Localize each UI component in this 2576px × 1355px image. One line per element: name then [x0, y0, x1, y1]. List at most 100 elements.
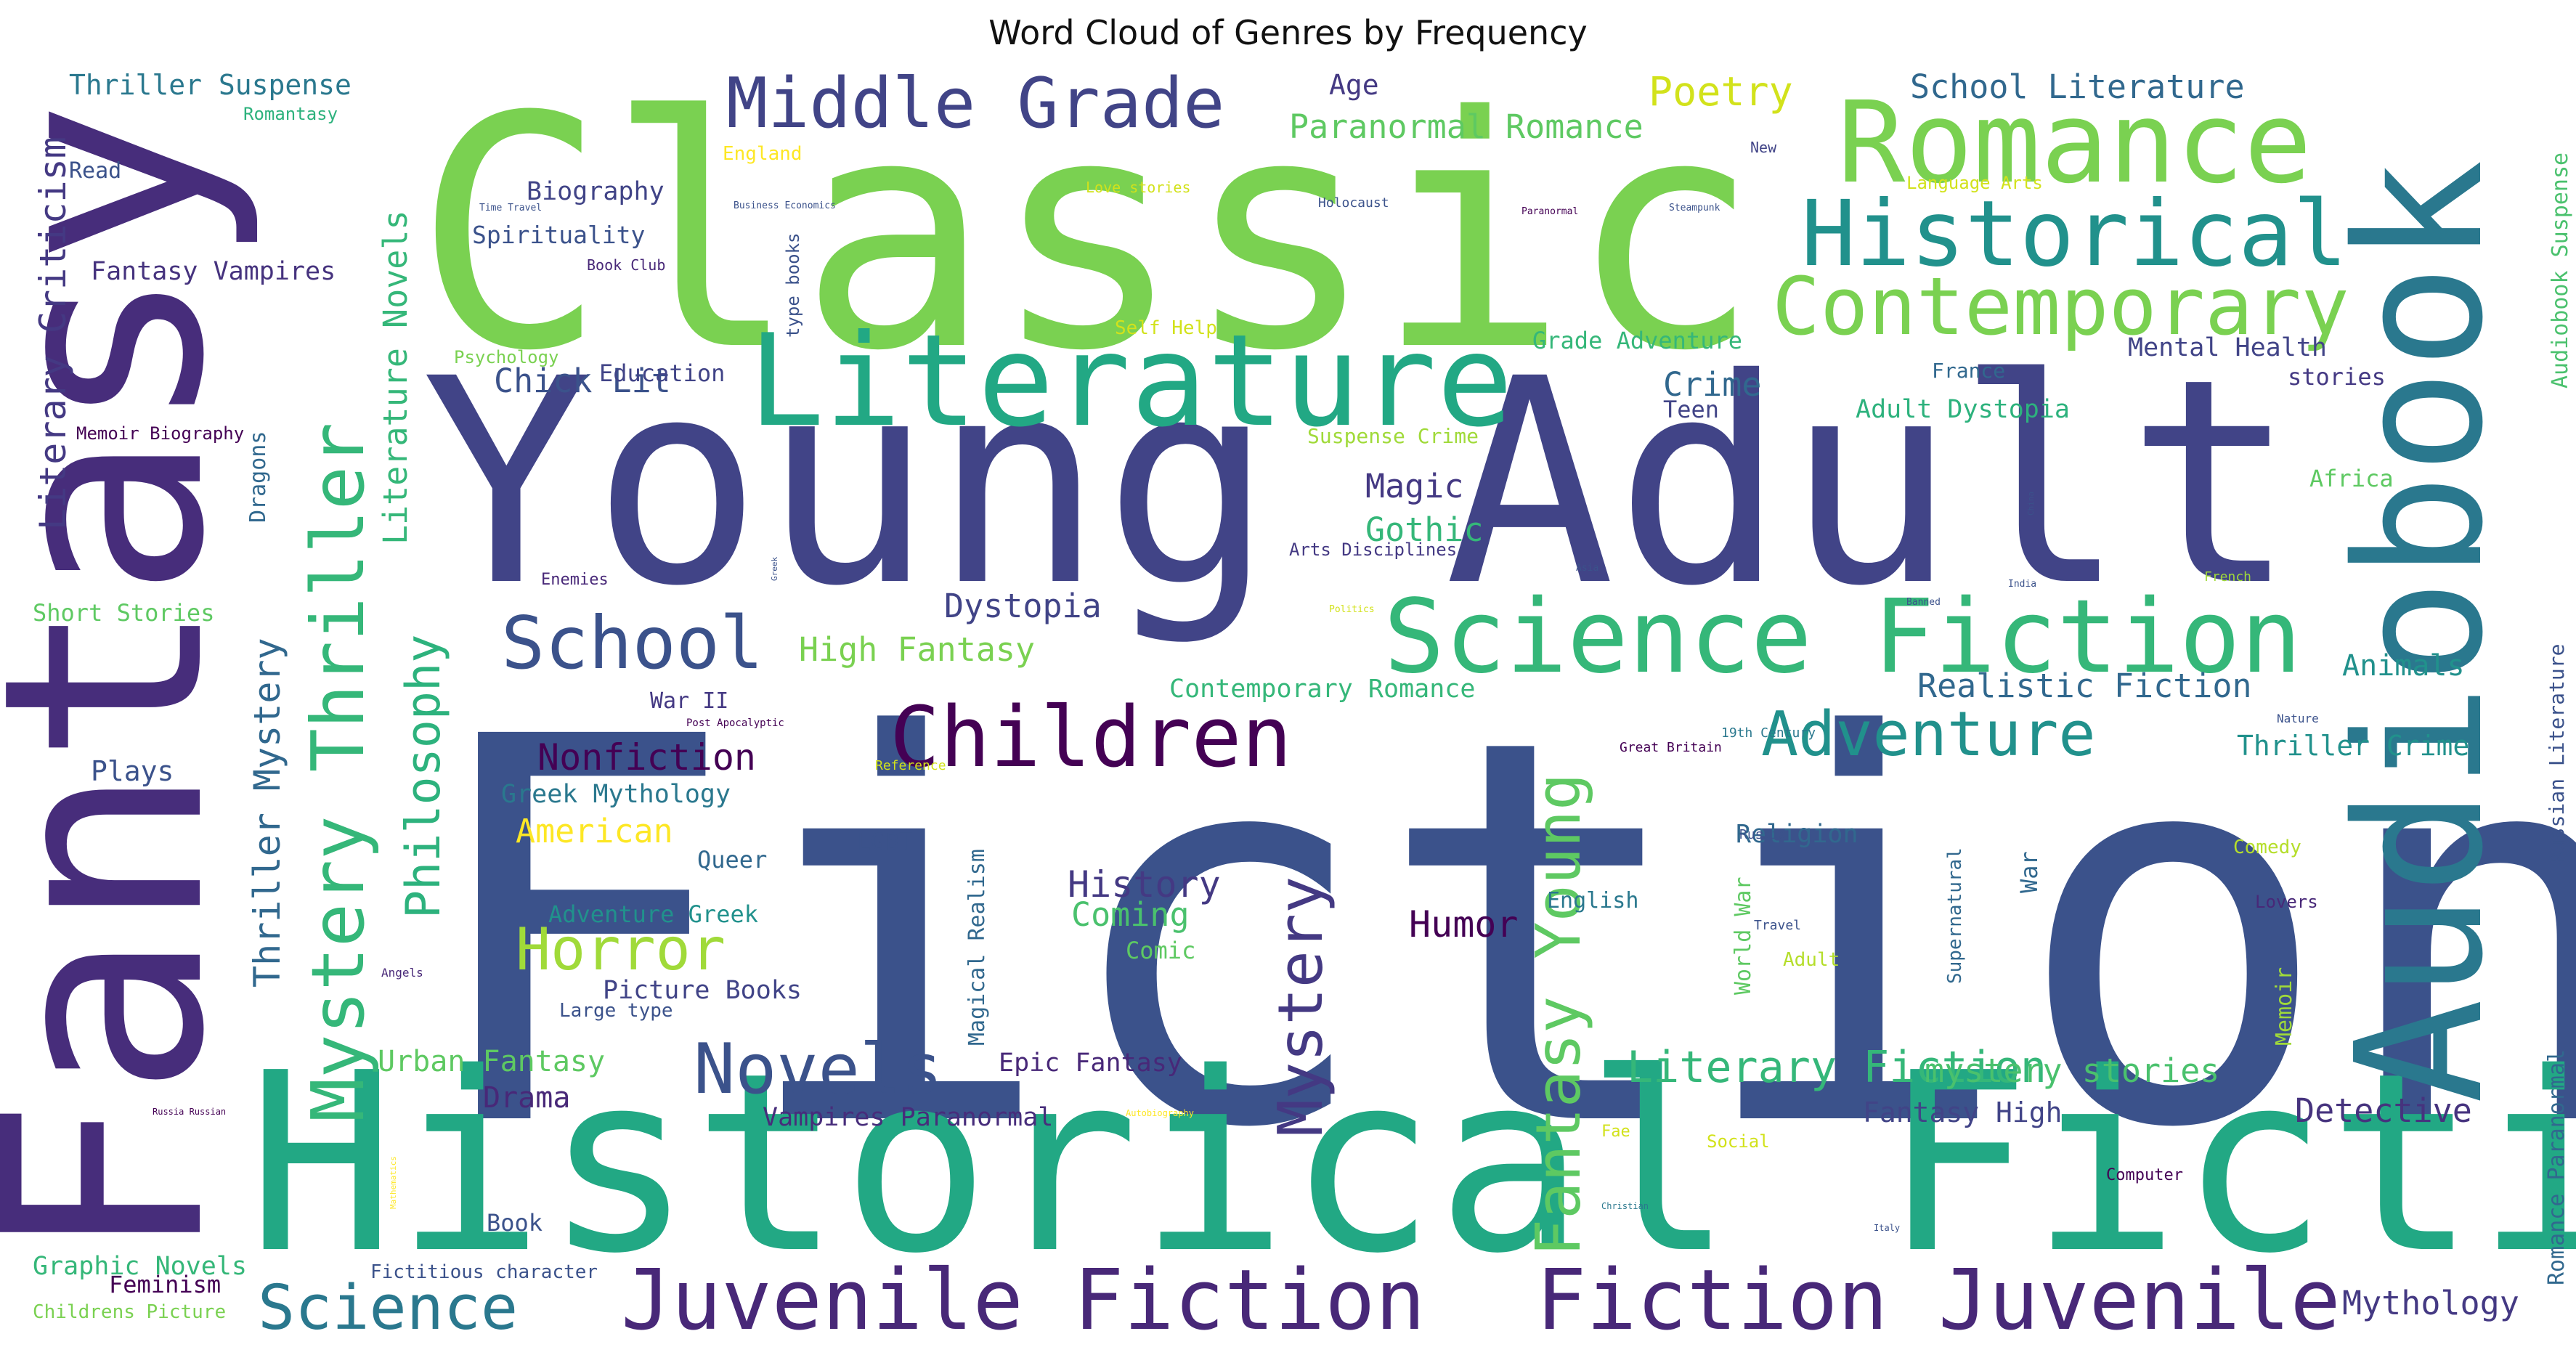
word-school-literature: School Literature	[1910, 68, 2245, 106]
word-paranormal: Paranormal	[1521, 206, 1578, 217]
word-lovers: Lovers	[2255, 892, 2318, 912]
word-mental-health: Mental Health	[2128, 333, 2327, 362]
word-biography: Biography	[527, 177, 665, 206]
word-read: Read	[69, 158, 121, 184]
word-love-stories: Love stories	[1086, 179, 1191, 196]
word-politics: Politics	[1329, 604, 1375, 615]
word-science: Science	[258, 1272, 518, 1344]
word-thriller-crime: Thriller Crime	[2237, 730, 2469, 762]
word-fae: Fae	[1601, 1123, 1630, 1141]
word-romantasy: Romantasy	[243, 104, 338, 124]
word-mystery-thriller: Mystery Thriller	[296, 423, 381, 1122]
word-literary-criticism: Literary Criticism	[32, 137, 74, 530]
word-urban-fantasy: Urban Fantasy	[378, 1045, 605, 1078]
word-banned: Banned	[1906, 597, 1941, 608]
word-grade-adventure: Grade Adventure	[1532, 327, 1742, 354]
word-age: Age	[1329, 69, 1379, 101]
word-short-stories: Short Stories	[33, 599, 214, 627]
word-paranormal-romance: Paranormal Romance	[1289, 107, 1643, 146]
word-adventure: Adventure	[1761, 699, 2096, 770]
word-greek-mythology: Greek Mythology	[501, 780, 731, 809]
word-comic: Comic	[1126, 937, 1195, 964]
word-feminism: Feminism	[109, 1271, 221, 1298]
word-high-fantasy: High Fantasy	[799, 630, 1035, 669]
word-contemporary: Contemporary	[1772, 260, 2349, 353]
chart-title: Word Cloud of Genres by Frequency	[988, 13, 1588, 52]
word-mystery-stories: mystery stories	[1925, 1051, 2219, 1090]
word-children: Children	[890, 689, 1292, 786]
word-book: Book	[487, 1209, 543, 1237]
word-juvenile-fiction: Juvenile Fiction	[621, 1252, 1426, 1349]
word-audiobook: Audiobook	[2318, 160, 2522, 1104]
word-russia: Russia	[1739, 827, 1787, 842]
word-psychology: Psychology	[454, 347, 559, 367]
word-comedy: Comedy	[2233, 837, 2301, 858]
word-mystery: Mystery	[1265, 876, 1337, 1136]
word-memoir: Memoir	[2272, 967, 2297, 1046]
word-poetry: Poetry	[1649, 68, 1793, 115]
word-angels: Angels	[381, 966, 423, 980]
word-romance-paranormal: Romance Paranormal	[2544, 1049, 2569, 1285]
word-horror: Horror	[516, 916, 726, 983]
word-chick-lit: Chick Lit	[494, 362, 671, 400]
word-mythology: Mythology	[2342, 1284, 2519, 1322]
word-french: French	[2204, 569, 2251, 585]
word-china: China	[2026, 492, 2036, 516]
word-young-adult: Young Adult	[421, 318, 2297, 648]
word-language-arts: Language Arts	[1906, 173, 2043, 193]
word-reference: Reference	[875, 758, 946, 773]
word-realistic-fiction: Realistic Fiction	[1917, 667, 2252, 705]
word-india: India	[2008, 579, 2036, 590]
word-italy: Italy	[1874, 1223, 1900, 1233]
word-stories: stories	[2288, 363, 2386, 391]
word-russia-russian: Russia Russian	[153, 1107, 226, 1117]
word-english: English	[1547, 888, 1638, 913]
word-fantasy: Fantasy	[0, 101, 265, 1264]
word-russian-literature: Russian Literature	[2545, 644, 2569, 864]
word-drama: Drama	[483, 1081, 570, 1115]
word-literature-novels: Literature Novels	[376, 210, 415, 545]
word-asia: Asia	[1576, 563, 1598, 574]
word-england: England	[723, 143, 803, 165]
word-post-apocalyptic: Post Apocalyptic	[686, 717, 784, 729]
word-supernatural: Supernatural	[1944, 847, 1966, 984]
word-business-economics: Business Economics	[734, 200, 836, 211]
word-teen: Teen	[1663, 396, 1719, 423]
word-africa: Africa	[2309, 465, 2394, 492]
word-self-help: Self Help	[1115, 317, 1217, 339]
word-epic-fantasy: Epic Fantasy	[999, 1049, 1182, 1078]
word-contemporary-romance: Contemporary Romance	[1169, 675, 1475, 704]
word-romance: Romance	[1837, 77, 2312, 208]
word-france: France	[1932, 359, 2005, 383]
word-literary-fiction: Literary Fiction	[1627, 1042, 2047, 1093]
word-animals: Animals	[2342, 649, 2465, 683]
word-book-club: Book Club	[587, 256, 665, 274]
word-fantasy-vampires: Fantasy Vampires	[91, 257, 336, 286]
word-crime: Crime	[1663, 365, 1761, 404]
word-detective: Detective	[2295, 1091, 2472, 1130]
word-vampires-paranormal: Vampires Paranormal	[763, 1103, 1053, 1132]
word-dystopia: Dystopia	[944, 587, 1102, 625]
word-nature: Nature	[2277, 712, 2319, 725]
word-nonfiction: Nonfiction	[537, 736, 756, 778]
word-history: History	[1068, 863, 1221, 906]
word-type-books: type books	[783, 233, 803, 338]
word-literature: Literature	[748, 308, 1513, 455]
word-adult: Adult	[1783, 949, 1840, 971]
word-thriller-mystery: Thriller Mystery	[246, 638, 288, 988]
word-graphic-novels: Graphic Novels	[33, 1252, 247, 1281]
word-fantasy-young: Fantasy Young	[1523, 773, 1595, 1256]
word-war-ii: War II	[650, 688, 728, 714]
word-fantasy-high: Fantasy High	[1863, 1096, 2063, 1128]
word-adult-dystopia: Adult Dystopia	[1856, 395, 2070, 424]
word-travel: Travel	[1754, 918, 1801, 933]
word-world-war: World War	[1731, 876, 1756, 995]
word-steampunk: Steampunk	[1669, 203, 1720, 213]
word-christian: Christian	[1601, 1201, 1649, 1211]
word-mathematics: Mathematics	[389, 1156, 398, 1209]
word-greek: Greek	[770, 557, 779, 581]
word-autobiography: Autobiography	[1126, 1108, 1194, 1118]
word-school: School	[501, 601, 763, 685]
word-novels: Novels	[694, 1030, 943, 1110]
